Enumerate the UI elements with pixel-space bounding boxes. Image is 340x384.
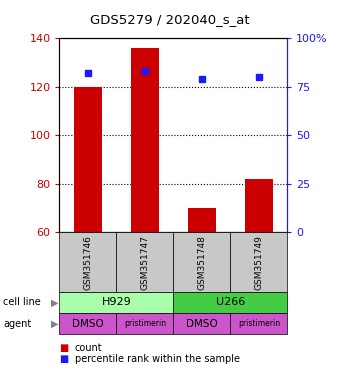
- Text: DMSO: DMSO: [186, 318, 218, 329]
- Bar: [131, 48, 159, 232]
- Text: pristimerin: pristimerin: [124, 319, 166, 328]
- Text: GSM351747: GSM351747: [140, 235, 149, 290]
- Text: pristimerin: pristimerin: [238, 319, 280, 328]
- Text: cell line: cell line: [3, 297, 41, 308]
- Text: DMSO: DMSO: [72, 318, 104, 329]
- Text: ▶: ▶: [51, 318, 58, 329]
- Text: U266: U266: [216, 297, 245, 308]
- Bar: [188, 208, 216, 232]
- Text: H929: H929: [102, 297, 131, 308]
- Text: count: count: [75, 343, 102, 353]
- Text: GSM351748: GSM351748: [198, 235, 206, 290]
- Text: ■: ■: [59, 354, 69, 364]
- Text: ▶: ▶: [51, 297, 58, 308]
- Text: GDS5279 / 202040_s_at: GDS5279 / 202040_s_at: [90, 13, 250, 26]
- Bar: [74, 87, 102, 232]
- Text: agent: agent: [3, 318, 32, 329]
- Text: ■: ■: [59, 343, 69, 353]
- Text: GSM351746: GSM351746: [84, 235, 92, 290]
- Bar: [244, 179, 273, 232]
- Text: GSM351749: GSM351749: [254, 235, 263, 290]
- Text: percentile rank within the sample: percentile rank within the sample: [75, 354, 240, 364]
